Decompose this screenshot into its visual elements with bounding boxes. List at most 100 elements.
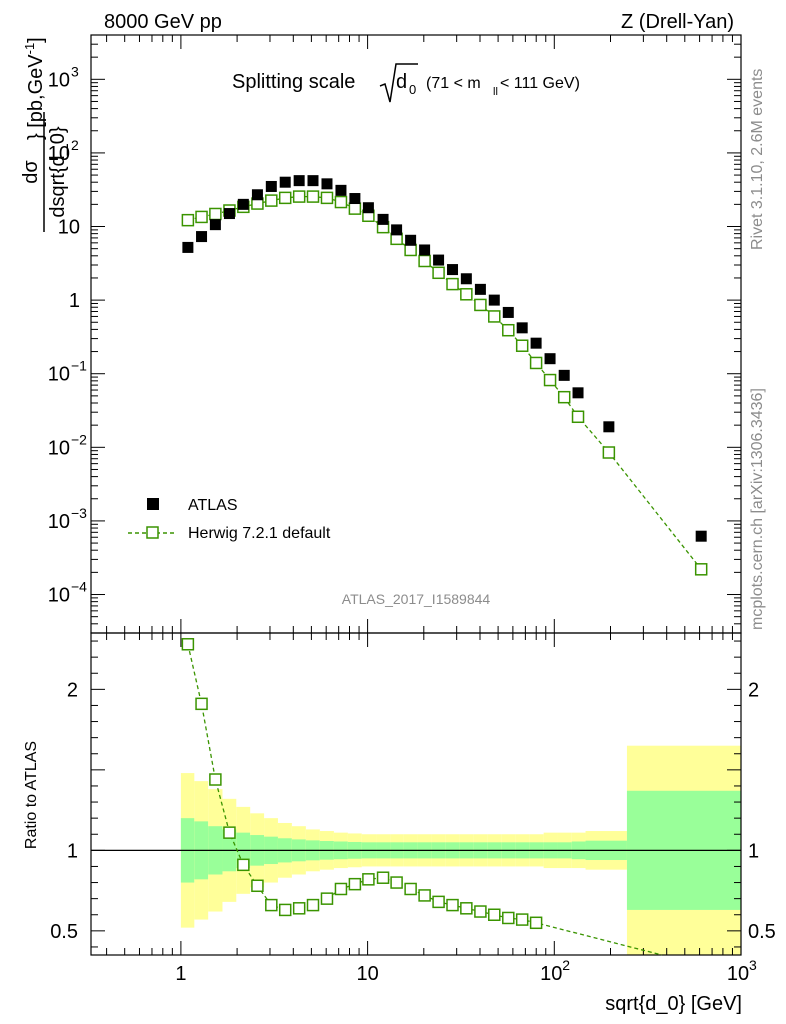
ratio-ytick-label-left: 1 [67, 840, 78, 862]
herwig-ratio-point [460, 902, 473, 915]
herwig-point [292, 190, 306, 203]
main-ytick-exp: −1 [71, 358, 87, 374]
main-ytick-label: 10 [48, 585, 70, 607]
sqrt-symbol [379, 63, 418, 103]
ylabel-num: dσ [20, 160, 42, 184]
herwig-point [515, 339, 529, 352]
herwig-point [460, 288, 473, 301]
atlas-point [335, 184, 347, 196]
xlabel: sqrt{d_0} [GeV] [605, 993, 742, 1015]
atlas-point [419, 244, 431, 256]
herwig-point [418, 254, 431, 268]
herwig-point [488, 310, 501, 323]
main-ytick-label: 10 [48, 364, 70, 386]
ylabel-den: dsqrt{d_0} [47, 126, 69, 218]
atlas-point [362, 202, 374, 214]
atlas-point [307, 175, 319, 187]
ratio-ytick-label-right: 0.5 [748, 921, 776, 943]
herwig-ratio-point [529, 916, 543, 930]
title-range: (71 < m [426, 75, 481, 92]
herwig-ratio-point [432, 895, 445, 909]
atlas-point [209, 219, 221, 231]
herwig-point [529, 356, 543, 370]
herwig-ratio-point [195, 697, 208, 711]
herwig-ratio-point [418, 889, 431, 902]
herwig-point [209, 207, 222, 221]
atlas-point [391, 224, 403, 236]
main-ytick-exp: −3 [71, 505, 87, 521]
herwig-point [306, 190, 320, 203]
atlas-point [196, 231, 208, 243]
ratio-ytick-label-right: 2 [748, 679, 759, 701]
atlas-point [530, 337, 542, 349]
rivet-label: Rivet 3.1.10, 2.6M events [749, 69, 766, 250]
herwig-point [404, 243, 417, 257]
herwig-ratio-point [362, 873, 375, 886]
main-ytick-label: 10 [48, 437, 70, 459]
title-range-end: < 111 GeV) [500, 75, 580, 92]
herwig-point [320, 191, 334, 205]
xtick-label: 10 [727, 963, 749, 985]
xtick-exp: 3 [749, 957, 757, 973]
herwig-ratio-point [251, 879, 264, 893]
main-frame [90, 34, 742, 634]
herwig-point [181, 213, 195, 227]
herwig-ratio-point [209, 773, 222, 786]
atlas-point [544, 353, 556, 365]
herwig-point [348, 202, 362, 215]
atlas-point [474, 283, 486, 295]
xtick-label: 10 [540, 963, 562, 985]
atlas-point [460, 273, 472, 285]
legend: ATLAS Herwig 7.2.1 default [128, 497, 331, 542]
main-ytick-exp: −2 [71, 431, 87, 447]
herwig-ratio-point [320, 892, 334, 905]
header-right: Z (Drell-Yan) [621, 11, 734, 33]
ratio-ytick-label-right: 1 [748, 840, 759, 862]
atlas-point [182, 241, 194, 253]
herwig-point [557, 390, 571, 404]
herwig-ratio-point [306, 898, 320, 912]
atlas-point [603, 421, 615, 433]
ratio-frame [90, 632, 742, 956]
atlas-point [265, 180, 277, 192]
herwig-ratio-point [446, 898, 459, 912]
legend-herwig-label: Herwig 7.2.1 default [188, 525, 331, 542]
ratio-ylabel: Ratio to ATLAS [23, 741, 40, 849]
ratio-ytick-label-left: 2 [67, 679, 78, 701]
main-ytick-exp: 2 [71, 137, 79, 153]
analysis-watermark: ATLAS_2017_I1589844 [342, 591, 491, 607]
herwig-point [602, 446, 616, 459]
main-ylabel: dσ dsqrt{d_0} [20, 112, 69, 232]
herwig-ratio-line [187, 644, 662, 956]
atlas-point [349, 193, 361, 205]
herwig-ratio-point [488, 908, 501, 921]
herwig-ratio-point [334, 882, 348, 896]
main-ytick-label: 1 [69, 290, 80, 312]
main-title: Splitting scale d 0 (71 < m ll < 111 GeV… [232, 63, 580, 103]
herwig-point [278, 191, 292, 205]
herwig-line [187, 195, 702, 570]
herwig-ratio-point [265, 898, 278, 912]
herwig-point [334, 195, 348, 209]
herwig-ratio-point [223, 826, 236, 839]
atlas-point [377, 213, 389, 225]
herwig-ratio-point [390, 876, 403, 889]
atlas-point [321, 178, 333, 190]
herwig-point [474, 298, 487, 312]
herwig-ratio-point [502, 911, 515, 925]
atlas-point [572, 387, 584, 399]
legend-herwig-marker [146, 526, 159, 539]
atlas-point [488, 294, 500, 306]
main-ytick-label: 10 [48, 143, 70, 165]
herwig-ratio-point [292, 902, 306, 915]
herwig-ratio-point [474, 905, 487, 918]
title-range-sub: ll [493, 86, 498, 98]
main-ytick-label: 10 [48, 511, 70, 533]
herwig-ratio-point [278, 903, 292, 917]
main-ytick-exp: −4 [71, 579, 87, 595]
ratio-ytick-label-left: 0.5 [50, 921, 78, 943]
atlas-point [251, 189, 263, 201]
ylabel-unit-text: } [pb,GeV-1] [22, 37, 47, 140]
xtick-exp: 2 [562, 957, 570, 973]
